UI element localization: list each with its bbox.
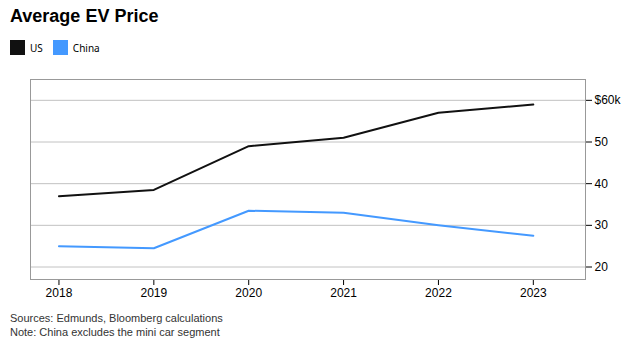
html-text:Note: China excludes the mini: Note: China excludes the mini car segmen… — [10, 326, 220, 338]
svg-text:2020: 2020 — [235, 286, 262, 300]
svg-text:2021: 2021 — [330, 286, 357, 300]
svg-text:2022: 2022 — [425, 286, 452, 300]
html-text:Sources: Edmunds, Bloomberg ca: Sources: Edmunds, Bloomberg calculations — [10, 312, 223, 324]
html-text:Average EV Price: Average EV Price — [10, 6, 159, 26]
svg-text:50: 50 — [595, 135, 609, 149]
svg-text:2018: 2018 — [46, 286, 73, 300]
html-text:China: China — [72, 40, 100, 55]
svg-text:2023: 2023 — [520, 286, 547, 300]
svg-text:30: 30 — [595, 218, 609, 232]
svg-text:$60k: $60k — [595, 93, 622, 107]
svg-text:20: 20 — [595, 260, 609, 274]
svg-text:40: 40 — [595, 177, 609, 191]
html-text:US: US — [30, 40, 43, 55]
svg-text:2019: 2019 — [140, 286, 167, 300]
